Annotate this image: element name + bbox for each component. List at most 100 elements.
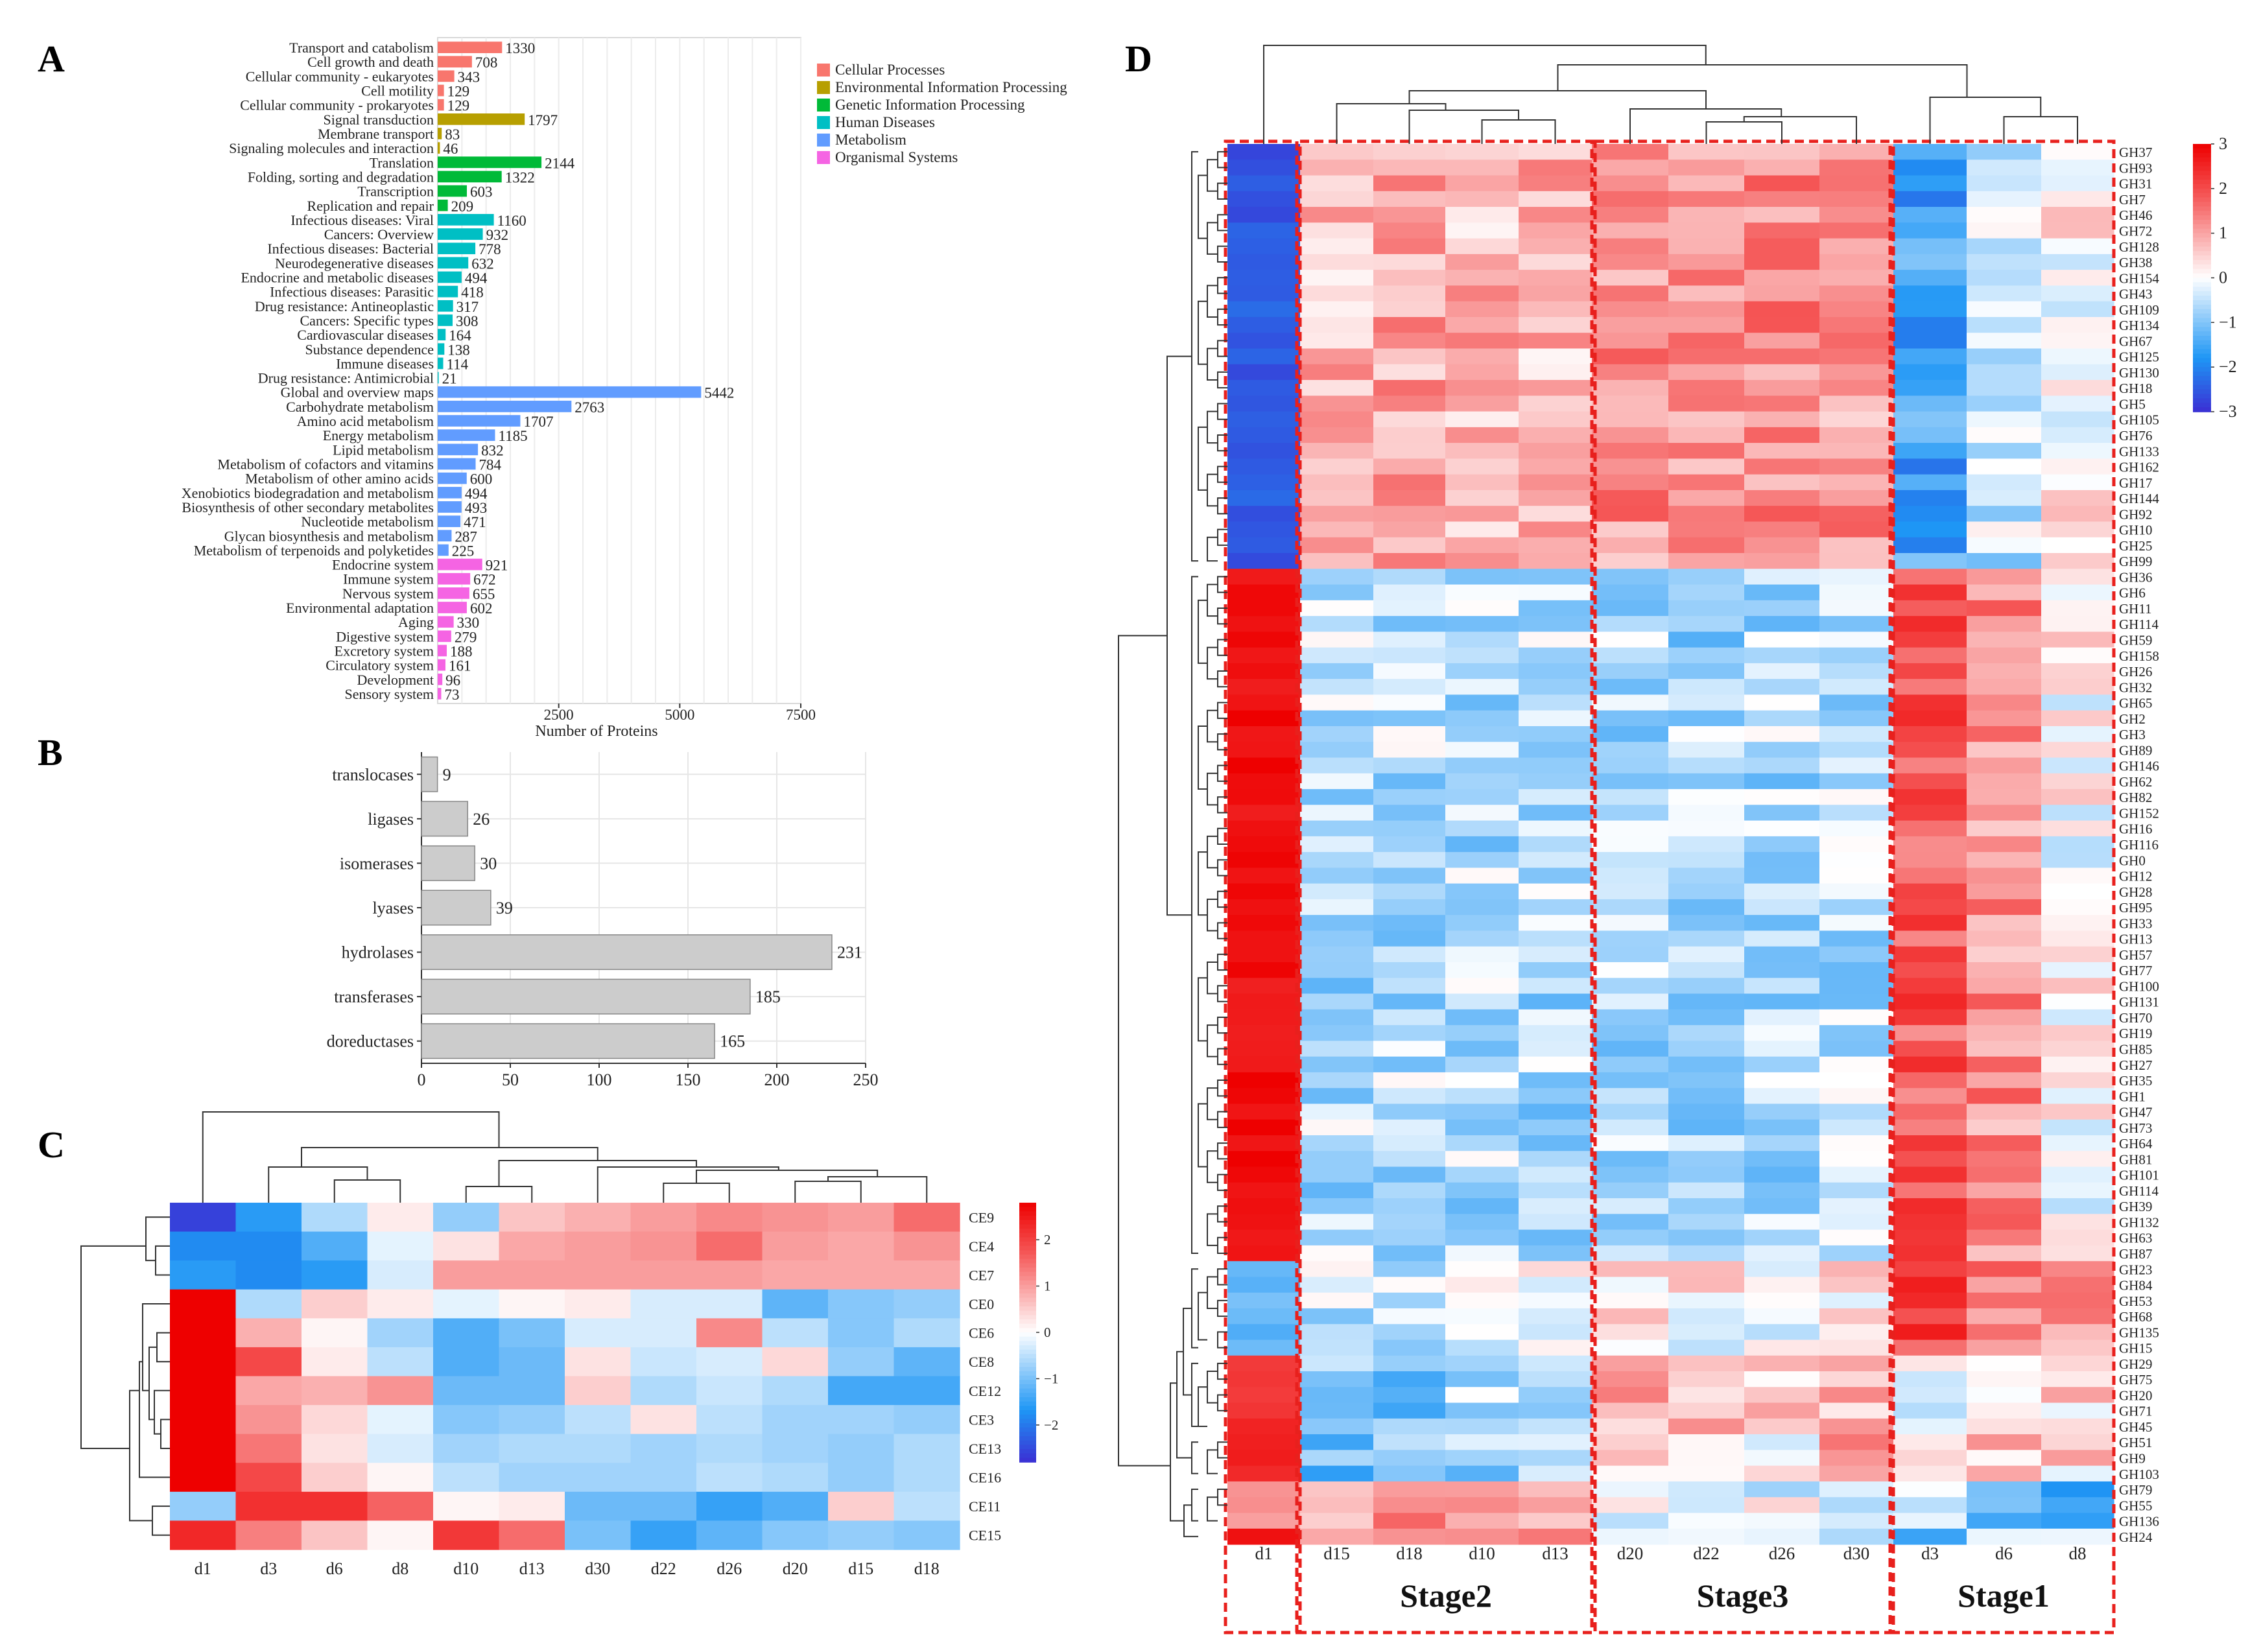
panel-c-colorbar-segment (1019, 1440, 1036, 1446)
panel-d-heatmap-cell (1819, 1497, 1894, 1514)
panel-d-column-dendrogram-link (1263, 45, 1707, 144)
panel-c-column-dendrogram-link (663, 1183, 730, 1203)
panel-d-heatmap-cell (1893, 1261, 1967, 1278)
panel-d-heatmap-cell (1967, 616, 2042, 632)
panel-d-heatmap-cell (1893, 883, 1967, 900)
panel-c-heatmap-cell (433, 1318, 500, 1348)
panel-d-heatmap-cell (1519, 1387, 1592, 1404)
panel-d-heatmap-cell (1893, 1434, 1967, 1450)
panel-d-heatmap-cell (1967, 144, 2042, 160)
panel-d-heatmap-cell (1300, 380, 1374, 396)
panel-d-heatmap-cell (1227, 789, 1301, 805)
panel-a-category-label: Lipid metabolism (333, 442, 434, 458)
panel-d-heatmap-cell (2041, 427, 2114, 443)
panel-a-bar-cell-motility (438, 84, 444, 97)
panel-d-row-label: GH53 (2119, 1293, 2152, 1309)
panel-d-colorbar-label: 3 (2219, 134, 2227, 153)
panel-d-heatmap-cell (2041, 474, 2114, 491)
panel-d-row-label: GH45 (2119, 1419, 2152, 1435)
panel-d-heatmap-cell (1445, 1041, 1519, 1057)
panel-d-heatmap-cell (1519, 962, 1592, 978)
panel-d-heatmap-cell (1519, 1261, 1592, 1278)
panel-d-heatmap-cell (1445, 1166, 1519, 1183)
panel-d-heatmap-cell (1668, 301, 1745, 318)
panel-d-heatmap-cell (1373, 805, 1446, 821)
panel-d-heatmap-cell (1300, 1418, 1374, 1435)
panel-d-heatmap-cell (1300, 1387, 1374, 1404)
panel-d-heatmap-cell (1227, 506, 1301, 523)
panel-d-column-label: d1 (1255, 1544, 1273, 1563)
panel-d-heatmap-cell (1592, 1245, 1669, 1262)
panel-c-heatmap-cell (499, 1203, 565, 1233)
panel-d-heatmap-cell (1300, 663, 1374, 679)
panel-d-heatmap-cell (1373, 207, 1446, 223)
panel-d-heatmap-cell (1227, 364, 1301, 381)
panel-d-row-dendrogram-link (1198, 300, 1207, 365)
panel-d-heatmap-cell (1519, 1418, 1592, 1435)
panel-d-heatmap-cell (1519, 1229, 1592, 1246)
panel-d-colorbar-segment (2193, 233, 2211, 239)
panel-d-colorbar-segment (2193, 242, 2211, 248)
panel-d-colorbar-segment (2193, 318, 2211, 324)
panel-d-heatmap-cell (1668, 1418, 1745, 1435)
panel-d-heatmap-cell (1744, 1465, 1820, 1482)
panel-d-row-label: GH133 (2119, 443, 2159, 459)
panel-c-colorbar-segment (1019, 1432, 1036, 1437)
panel-d-heatmap-cell (1893, 569, 1967, 585)
panel-d-heatmap-cell (1893, 631, 1967, 648)
panel-a-value-label: 161 (449, 658, 471, 674)
panel-d-heatmap-cell (1744, 1434, 1820, 1450)
panel-d-row-label: GH2 (2119, 711, 2146, 727)
panel-d-heatmap-cell (1373, 600, 1446, 617)
panel-d-colorbar-segment (2193, 403, 2211, 408)
panel-d-heatmap-cell (1668, 427, 1745, 443)
panel-d-heatmap-cell (1300, 427, 1374, 443)
panel-d-heatmap-cell (1300, 1308, 1374, 1325)
panel-d-heatmap-cell (1592, 316, 1669, 333)
panel-d-heatmap-cell (1300, 1103, 1374, 1120)
panel-c-heatmap-cell (630, 1405, 697, 1435)
panel-d-row-label: GH84 (2119, 1278, 2153, 1293)
panel-a-value-label: 602 (470, 600, 493, 617)
panel-d-colorbar-segment (2193, 304, 2211, 310)
panel-c-colorbar-segment (1019, 1406, 1036, 1411)
panel-d-column-label: d26 (1769, 1544, 1795, 1563)
panel-d-heatmap-cell (1819, 316, 1894, 333)
panel-c-heatmap-cell (762, 1520, 829, 1550)
panel-d-heatmap-cell (1744, 238, 1820, 255)
panel-d-heatmap-cell (1519, 978, 1592, 995)
panel-d-heatmap-cell (1445, 600, 1519, 617)
panel-d-heatmap-cell (2041, 1151, 2114, 1168)
panel-d-heatmap-cell (1668, 1513, 1745, 1529)
panel-d-row-label: GH3 (2119, 727, 2146, 742)
panel-d-heatmap-cell (1373, 867, 1446, 884)
panel-d-column-label: d15 (1323, 1544, 1350, 1563)
panel-d-heatmap-cell (2041, 395, 2114, 412)
panel-d-heatmap-cell (1668, 1009, 1745, 1026)
panel-d-heatmap-cell (2041, 993, 2114, 1010)
panel-d-heatmap-cell (1819, 1166, 1894, 1183)
panel-d-heatmap-cell (1744, 191, 1820, 207)
panel-d-heatmap-cell (1373, 1135, 1446, 1151)
panel-d-row-label: GH125 (2119, 349, 2159, 365)
panel-d-heatmap-cell (1967, 411, 2042, 428)
panel-a-value-label: 1322 (505, 169, 535, 185)
panel-d-row-dendrogram-link (1183, 1307, 1192, 1396)
panel-d-heatmap-cell (1227, 569, 1301, 585)
panel-d-row-label: GH70 (2119, 1010, 2152, 1026)
panel-c-heatmap-cell (499, 1520, 565, 1550)
panel-d-heatmap-cell (1819, 490, 1894, 506)
panel-d-heatmap-cell (1592, 1308, 1669, 1325)
panel-a-bar-lipid-metabolism (438, 443, 479, 456)
panel-d-heatmap-cell (1592, 694, 1669, 711)
panel-d-heatmap-cell (1519, 899, 1592, 915)
panel-c-heatmap-cell (499, 1289, 565, 1319)
panel-c-row-label: CE13 (969, 1441, 1001, 1457)
panel-b-x-tick-label: 200 (764, 1070, 790, 1089)
panel-a-bar-endocrine-system (438, 558, 482, 571)
panel-d-row-label: GH26 (2119, 664, 2152, 679)
panel-d-heatmap-cell (1893, 679, 1967, 696)
panel-d-heatmap-cell (1668, 852, 1745, 869)
panel-d-heatmap-cell (1592, 191, 1669, 207)
panel-d-row-label: GH19 (2119, 1026, 2152, 1041)
